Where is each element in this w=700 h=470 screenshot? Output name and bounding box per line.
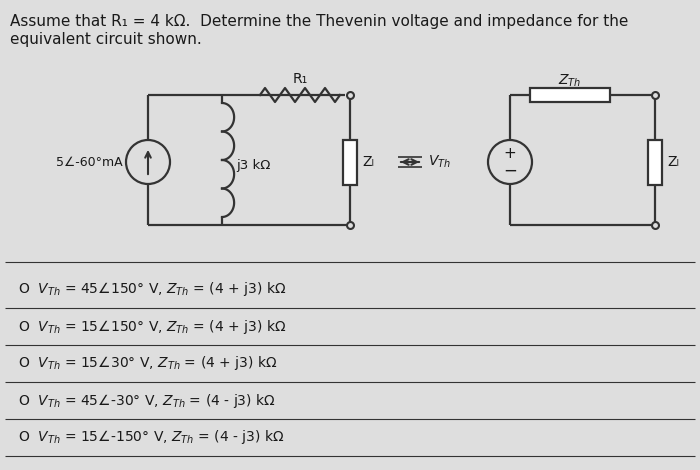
Text: O  $V_{Th}$ = 15$\angle$-150° V, $Z_{Th}$ = (4 - j3) k$\Omega$: O $V_{Th}$ = 15$\angle$-150° V, $Z_{Th}$… <box>18 429 285 446</box>
FancyBboxPatch shape <box>530 88 610 102</box>
Text: equivalent circuit shown.: equivalent circuit shown. <box>10 32 202 47</box>
Text: +: + <box>503 147 517 162</box>
Text: Zₗ: Zₗ <box>362 155 374 169</box>
Text: $Z_{Th}$: $Z_{Th}$ <box>559 73 582 89</box>
Text: O  $V_{Th}$ = 45$\angle$-30° V, $Z_{Th}$ = (4 - j3) k$\Omega$: O $V_{Th}$ = 45$\angle$-30° V, $Z_{Th}$ … <box>18 392 276 409</box>
Text: O  $V_{Th}$ = 15$\angle$150° V, $Z_{Th}$ = (4 + j3) k$\Omega$: O $V_{Th}$ = 15$\angle$150° V, $Z_{Th}$ … <box>18 318 286 336</box>
Text: Zₗ: Zₗ <box>667 155 679 169</box>
FancyBboxPatch shape <box>648 140 662 185</box>
Text: O  $V_{Th}$ = 45$\angle$150° V, $Z_{Th}$ = (4 + j3) k$\Omega$: O $V_{Th}$ = 45$\angle$150° V, $Z_{Th}$ … <box>18 281 286 298</box>
Text: j3 kΩ: j3 kΩ <box>236 159 270 172</box>
Text: −: − <box>503 162 517 180</box>
FancyBboxPatch shape <box>343 140 357 185</box>
Text: R₁: R₁ <box>293 72 307 86</box>
Text: $V_{Th}$: $V_{Th}$ <box>428 154 451 170</box>
Text: 5∠-60°mA: 5∠-60°mA <box>57 156 123 169</box>
Text: O  $V_{Th}$ = 15$\angle$30° V, $Z_{Th}$ = (4 + j3) k$\Omega$: O $V_{Th}$ = 15$\angle$30° V, $Z_{Th}$ =… <box>18 354 277 373</box>
Text: Assume that R₁ = 4 kΩ.  Determine the Thevenin voltage and impedance for the: Assume that R₁ = 4 kΩ. Determine the The… <box>10 14 629 29</box>
